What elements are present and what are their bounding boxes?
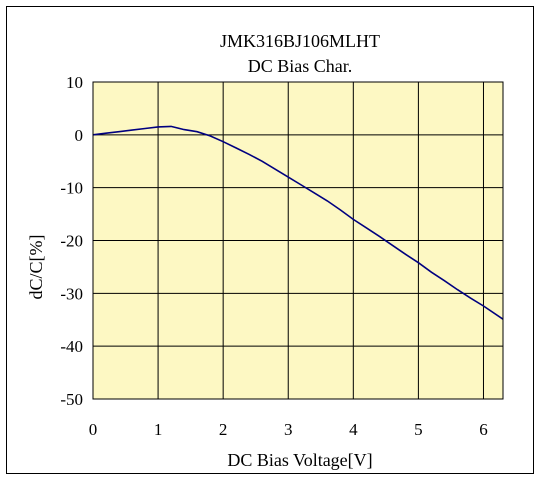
x-tick-label: 4 (349, 420, 358, 439)
y-tick-label: 10 (66, 73, 83, 92)
x-tick-label: 1 (154, 420, 163, 439)
y-tick-label: -10 (60, 179, 83, 198)
x-tick-label: 5 (414, 420, 423, 439)
chart-subtitle: DC Bias Char. (248, 56, 353, 76)
y-tick-labels: 10 0 -10 -20 -30 -40 -50 (60, 73, 83, 409)
series-line (92, 125, 504, 320)
x-tick-label: 2 (219, 420, 228, 439)
plot-border (92, 81, 504, 400)
x-tick-label: 6 (479, 420, 488, 439)
y-tick-label: -50 (60, 390, 83, 409)
y-axis-label: dC/C[%] (26, 235, 46, 300)
y-tick-label: -20 (60, 232, 83, 251)
x-axis-label: DC Bias Voltage[V] (227, 450, 372, 470)
y-tick-label: -40 (60, 337, 83, 356)
chart-title: JMK316BJ106MLHT (220, 31, 380, 51)
gridlines (92, 81, 503, 400)
y-tick-label: 0 (75, 126, 84, 145)
x-tick-label: 3 (284, 420, 293, 439)
x-tick-label: 0 (89, 420, 98, 439)
y-tick-label: -30 (60, 284, 83, 303)
x-tick-labels: 0 1 2 3 4 5 6 (89, 420, 488, 439)
